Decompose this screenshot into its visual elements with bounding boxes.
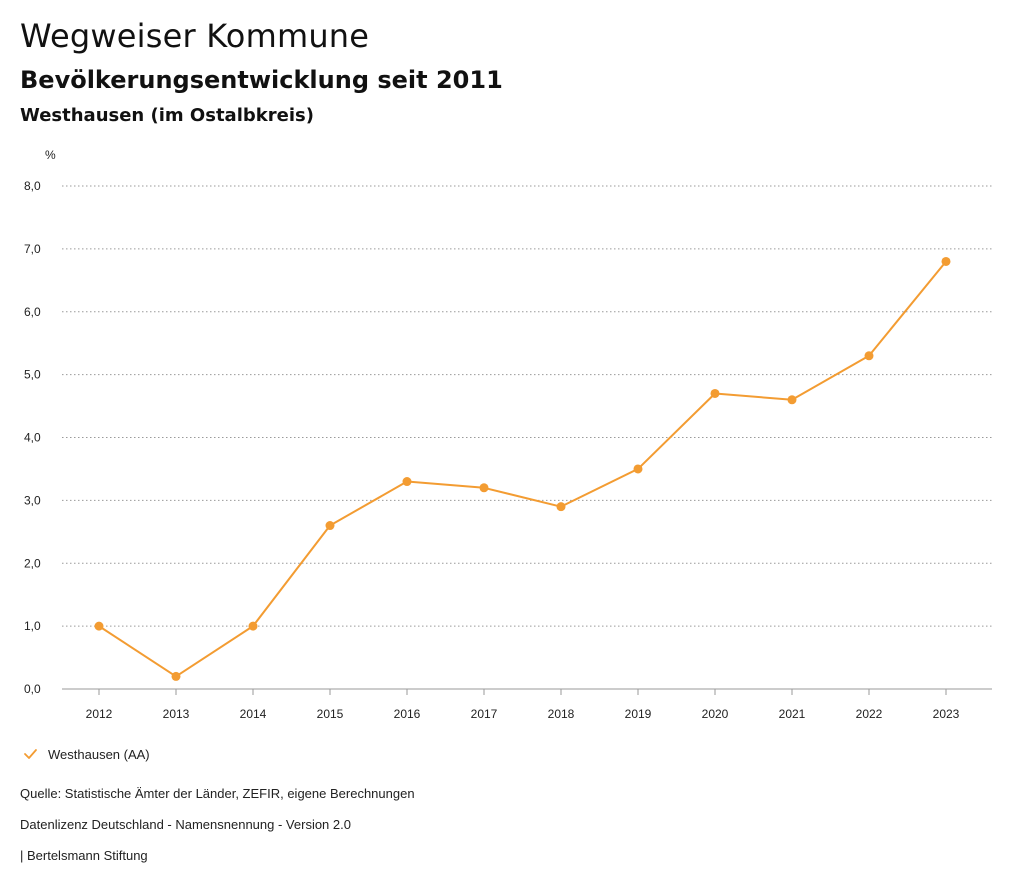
data-point[interactable] (710, 388, 720, 398)
x-tick-label: 2023 (933, 707, 960, 721)
x-tick-label: 2012 (86, 707, 113, 721)
x-tick-label: 2015 (317, 707, 344, 721)
grid-lines (62, 185, 992, 627)
x-tick-label: 2016 (394, 707, 421, 721)
x-tick-label: 2013 (163, 707, 190, 721)
data-point[interactable] (941, 256, 951, 266)
license-note: Datenlizenz Deutschland - Namensnennung … (20, 817, 351, 832)
y-tick-label: 0,0 (24, 682, 41, 696)
data-point[interactable] (479, 483, 489, 493)
source-note: Quelle: Statistische Ämter der Länder, Z… (20, 786, 415, 801)
legend-label: Westhausen (AA) (48, 746, 150, 762)
y-tick-label: 6,0 (24, 305, 41, 319)
data-point[interactable] (633, 464, 643, 474)
line-chart: % 0,0 1,0 2,0 3,0 4,0 5,0 6,0 7,0 8,0 2012 2013 2014… (24, 148, 992, 721)
y-tick-label: 7,0 (24, 242, 41, 256)
y-tick-label: 1,0 (24, 619, 41, 633)
y-tick-label: 2,0 (24, 556, 41, 570)
checkmark-icon (24, 749, 37, 759)
chart-title: Wegweiser Kommune (20, 17, 370, 55)
x-tick-label: 2021 (779, 707, 806, 721)
y-tick-label: 8,0 (24, 179, 41, 193)
x-tick-label: 2022 (856, 707, 883, 721)
data-point[interactable] (325, 521, 335, 531)
x-tick-label: 2018 (548, 707, 575, 721)
axes: % 0,0 1,0 2,0 3,0 4,0 5,0 6,0 7,0 8,0 2012 2013 2014… (24, 148, 992, 721)
data-point[interactable] (402, 477, 412, 487)
region-label: Westhausen (im Ostalbkreis) (20, 105, 314, 126)
x-tick-label: 2019 (625, 707, 652, 721)
y-tick-label: 4,0 (24, 431, 41, 445)
series-line (98, 260, 947, 678)
series-layer (94, 256, 951, 681)
y-unit-label: % (45, 148, 56, 162)
publisher-note: | Bertelsmann Stiftung (20, 848, 148, 863)
data-point[interactable] (556, 502, 566, 512)
data-point[interactable] (864, 351, 874, 361)
chart-subtitle: Bevölkerungsentwicklung seit 2011 (20, 66, 503, 94)
x-tick-label: 2017 (471, 707, 498, 721)
data-point[interactable] (171, 671, 181, 681)
data-point[interactable] (787, 395, 797, 405)
data-point[interactable] (94, 621, 104, 631)
y-tick-label: 3,0 (24, 493, 41, 507)
x-tick-label: 2014 (240, 707, 267, 721)
x-tick-label: 2020 (702, 707, 729, 721)
legend[interactable]: Westhausen (AA) (20, 744, 150, 764)
y-tick-label: 5,0 (24, 368, 41, 382)
data-point[interactable] (248, 621, 258, 631)
